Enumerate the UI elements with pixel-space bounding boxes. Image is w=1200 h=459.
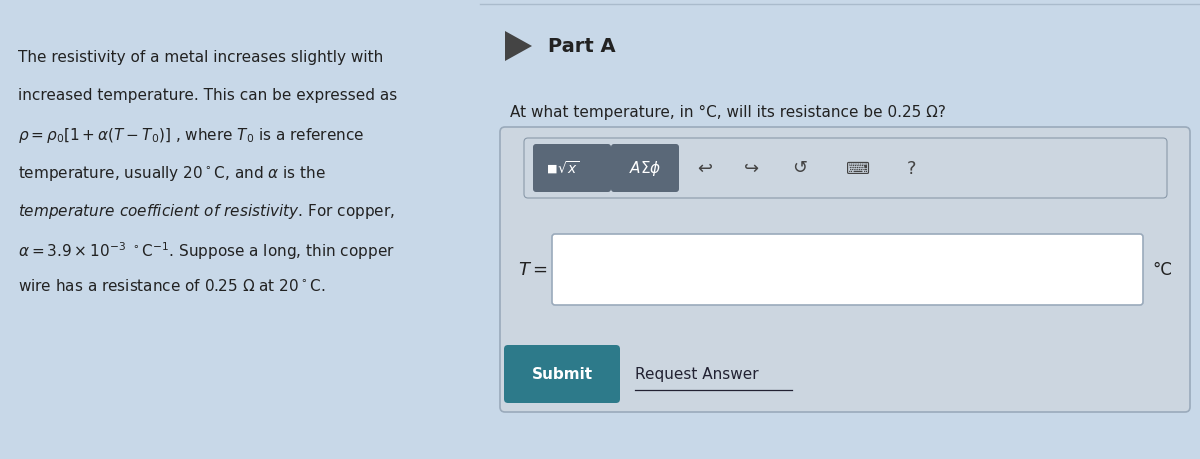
FancyBboxPatch shape — [533, 145, 611, 193]
Text: Part A: Part A — [548, 38, 616, 56]
FancyBboxPatch shape — [524, 139, 1166, 199]
Text: temperature, usually 20$^\circ$C, and $\alpha$ is the: temperature, usually 20$^\circ$C, and $\… — [18, 164, 325, 183]
Text: Submit: Submit — [532, 366, 593, 381]
Text: $\rho = \rho_0[1 + \alpha(T - T_0)]$ , where $T_0$ is a reference: $\rho = \rho_0[1 + \alpha(T - T_0)]$ , w… — [18, 126, 364, 145]
Text: $\it{temperature\ coefficient\ of\ resistivity}$. For copper,: $\it{temperature\ coefficient\ of\ resis… — [18, 202, 395, 220]
Text: $A\Sigma\phi$: $A\Sigma\phi$ — [629, 159, 661, 178]
Text: Request Answer: Request Answer — [635, 366, 758, 381]
Text: °C: °C — [1152, 260, 1172, 279]
Text: $\sqrt{x}$: $\sqrt{x}$ — [557, 160, 580, 177]
Text: ⌨: ⌨ — [846, 159, 870, 177]
Text: $T =$: $T =$ — [518, 260, 547, 279]
Text: wire has a resistance of 0.25 $\Omega$ at 20$^\circ$C.: wire has a resistance of 0.25 $\Omega$ a… — [18, 277, 325, 293]
FancyBboxPatch shape — [611, 145, 679, 193]
Polygon shape — [505, 32, 532, 62]
Text: ?: ? — [907, 159, 917, 177]
Text: At what temperature, in °C, will its resistance be 0.25 Ω?: At what temperature, in °C, will its res… — [510, 105, 946, 120]
Text: ↪: ↪ — [744, 159, 760, 177]
Text: ↺: ↺ — [792, 159, 808, 177]
Text: ↩: ↩ — [697, 159, 713, 177]
FancyBboxPatch shape — [500, 128, 1190, 412]
FancyBboxPatch shape — [504, 345, 620, 403]
Text: increased temperature. This can be expressed as: increased temperature. This can be expre… — [18, 88, 397, 103]
Text: $\alpha = 3.9\times 10^{-3}\ {^\circ}\mathrm{C}^{-1}$. Suppose a long, thin copp: $\alpha = 3.9\times 10^{-3}\ {^\circ}\ma… — [18, 240, 395, 261]
FancyBboxPatch shape — [552, 235, 1142, 305]
Text: ■: ■ — [547, 163, 557, 173]
Text: The resistivity of a metal increases slightly with: The resistivity of a metal increases sli… — [18, 50, 383, 65]
